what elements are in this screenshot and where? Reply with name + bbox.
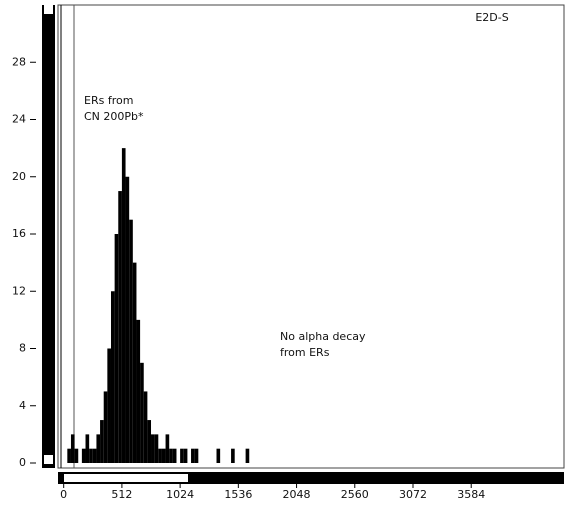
bar — [67, 448, 71, 463]
bar — [183, 448, 188, 463]
bar — [180, 448, 184, 463]
chart-title: E2D-S — [475, 11, 508, 24]
bar — [118, 191, 122, 463]
x-tick-label: 3072 — [399, 488, 427, 501]
x-tick-label: 512 — [111, 488, 132, 501]
bar — [140, 362, 144, 463]
bar — [165, 434, 170, 463]
bar — [81, 448, 86, 463]
bar — [172, 448, 177, 463]
scroll-down-arrow[interactable] — [44, 455, 53, 464]
bar — [89, 448, 93, 463]
x-tick-label: 0 — [60, 488, 67, 501]
bar — [70, 434, 75, 463]
y-tick-label: 16 — [12, 227, 26, 240]
bar — [147, 420, 152, 463]
bar — [107, 348, 111, 463]
bar — [158, 448, 162, 463]
bar — [129, 219, 133, 463]
bar — [136, 319, 141, 463]
y-tick-label: 24 — [12, 113, 26, 126]
annotation: from ERs — [280, 346, 330, 359]
y-tick-label: 0 — [19, 456, 26, 469]
bar — [231, 448, 235, 463]
bar — [245, 448, 250, 463]
x-tick-label: 1536 — [224, 488, 252, 501]
y-tick-label: 12 — [12, 284, 26, 297]
bar — [161, 448, 166, 463]
bar — [121, 148, 126, 463]
bar — [125, 176, 130, 463]
bar — [132, 262, 137, 463]
bar — [110, 291, 115, 463]
bar — [100, 420, 104, 463]
bar — [96, 434, 101, 463]
x-tick-label: 1024 — [166, 488, 194, 501]
y-tick-label: 4 — [19, 399, 26, 412]
bar — [114, 234, 119, 463]
bar — [169, 448, 173, 463]
y-tick-label: 8 — [19, 342, 26, 355]
y-tick-label: 20 — [12, 170, 26, 183]
bar — [191, 448, 195, 463]
x-tick-label: 3584 — [457, 488, 485, 501]
bar — [151, 434, 155, 463]
scroll-thumb[interactable] — [64, 474, 188, 482]
bar — [92, 448, 97, 463]
vertical-scrollbar[interactable] — [42, 5, 55, 468]
bar — [143, 391, 148, 463]
annotation: No alpha decay — [280, 330, 366, 343]
annotation: CN 200Pb* — [84, 110, 144, 123]
x-tick-label: 2048 — [283, 488, 311, 501]
y-tick-label: 28 — [12, 55, 26, 68]
scroll-up-arrow[interactable] — [44, 5, 53, 14]
bar — [216, 448, 221, 463]
bar — [103, 391, 108, 463]
x-tick-label: 2560 — [341, 488, 369, 501]
bar — [154, 434, 159, 463]
bar — [194, 448, 199, 463]
annotation: ERs from — [84, 94, 133, 107]
bar — [74, 448, 79, 463]
bar — [85, 434, 90, 463]
